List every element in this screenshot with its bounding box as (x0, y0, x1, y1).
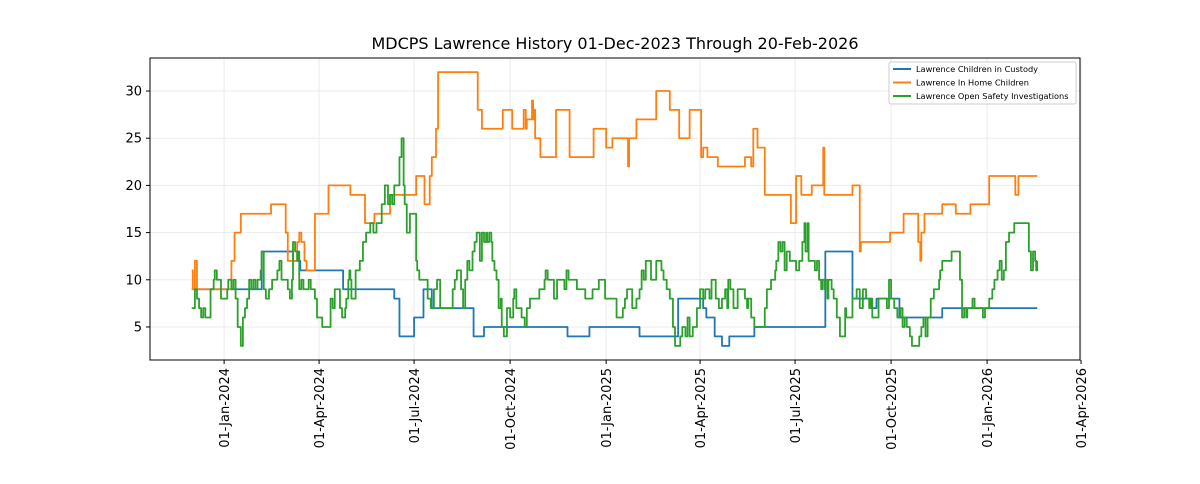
y-tick-label: 30 (125, 85, 142, 100)
x-tick-label: 01-Apr-2024 (313, 368, 328, 448)
legend: Lawrence Children in Custody Lawrence In … (888, 61, 1077, 105)
chart-title: MDCPS Lawrence History 01-Dec-2023 Throu… (371, 34, 858, 53)
x-tick-label: 01-Jul-2024 (408, 368, 423, 443)
y-tick-label: 15 (125, 226, 142, 241)
series-line-lawrence-in-home-children (191, 71, 1038, 291)
x-tick-label: 01-Jan-2025 (600, 368, 615, 448)
series-line-lawrence-open-safety-investigations (191, 137, 1039, 347)
y-tick-label: 20 (125, 179, 142, 194)
legend-label: Lawrence In Home Children (916, 78, 1029, 88)
y-tick-label: 10 (125, 273, 142, 288)
series-lines (191, 71, 1039, 347)
legend-label: Lawrence Children in Custody (916, 64, 1038, 74)
y-axis: 5 10 15 20 25 30 (125, 85, 150, 335)
x-axis: 01-Jan-2024 01-Apr-2024 01-Jul-2024 01-Oct-… (218, 360, 1090, 450)
y-tick-label: 5 (134, 320, 142, 335)
x-tick-label: 01-Apr-2025 (694, 368, 709, 448)
plot-frame (149, 57, 1081, 361)
x-tick-label: 01-Apr-2026 (1075, 368, 1090, 448)
x-tick-label: 01-Jan-2024 (218, 368, 233, 448)
x-tick-label: 01-Oct-2024 (504, 368, 519, 450)
series-line-lawrence-children-in-custody (191, 250, 1038, 347)
y-tick-label: 25 (125, 132, 142, 147)
legend-label: Lawrence Open Safety Investigations (916, 91, 1069, 101)
x-tick-label: 01-Jan-2026 (981, 368, 996, 448)
x-tick-label: 01-Oct-2025 (885, 368, 900, 450)
x-tick-label: 01-Jul-2025 (789, 368, 804, 443)
